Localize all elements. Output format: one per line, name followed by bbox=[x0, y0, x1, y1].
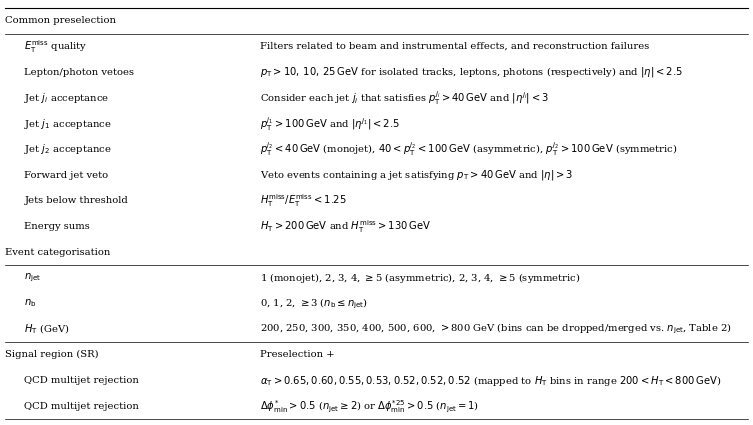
Text: $H_{\mathrm{T}}$ (GeV): $H_{\mathrm{T}}$ (GeV) bbox=[24, 323, 70, 336]
Text: Jet $j_2$ acceptance: Jet $j_2$ acceptance bbox=[24, 142, 112, 156]
Text: QCD multijet rejection: QCD multijet rejection bbox=[24, 402, 139, 411]
Text: $p_{\mathrm{T}} > 10,\, 10,\, 25\,\mathrm{GeV}$ for isolated tracks, leptons, ph: $p_{\mathrm{T}} > 10,\, 10,\, 25\,\mathr… bbox=[260, 65, 683, 79]
Text: 0, 1, 2, $\geq$3 ($n_{\mathrm{b}} \leq n_{\mathrm{jet}}$): 0, 1, 2, $\geq$3 ($n_{\mathrm{b}} \leq n… bbox=[260, 296, 367, 311]
Text: Energy sums: Energy sums bbox=[24, 222, 90, 231]
Text: $H_{\mathrm{T}}^{\mathrm{miss}}/E_{\mathrm{T}}^{\mathrm{miss}} < 1.25$: $H_{\mathrm{T}}^{\mathrm{miss}}/E_{\math… bbox=[260, 192, 346, 209]
Text: Filters related to beam and instrumental effects, and reconstruction failures: Filters related to beam and instrumental… bbox=[260, 42, 649, 51]
Text: $H_{\mathrm{T}} > 200\,\mathrm{GeV}$ and $H_{\mathrm{T}}^{\mathrm{miss}} > 130\,: $H_{\mathrm{T}} > 200\,\mathrm{GeV}$ and… bbox=[260, 218, 431, 235]
Text: Forward jet veto: Forward jet veto bbox=[24, 170, 108, 179]
Text: $\Delta\phi^{*}_{\mathrm{min}} > 0.5$ ($n_{\mathrm{jet}} \geq 2$) or $\Delta\phi: $\Delta\phi^{*}_{\mathrm{min}} > 0.5$ ($… bbox=[260, 398, 479, 414]
Text: Common preselection: Common preselection bbox=[5, 16, 116, 26]
Text: $E_{\mathrm{T}}^{\mathrm{miss}}$ quality: $E_{\mathrm{T}}^{\mathrm{miss}}$ quality bbox=[24, 38, 88, 55]
Text: $n_{\mathrm{b}}$: $n_{\mathrm{b}}$ bbox=[24, 298, 37, 309]
Text: Signal region (SR): Signal region (SR) bbox=[5, 350, 99, 360]
Text: Jet $j_1$ acceptance: Jet $j_1$ acceptance bbox=[24, 116, 112, 130]
Text: 200, 250, 300, 350, 400, 500, 600, $>$800 GeV (bins can be dropped/merged vs. $n: 200, 250, 300, 350, 400, 500, 600, $>$80… bbox=[260, 322, 731, 336]
Text: 1 (monojet), 2, 3, 4, $\geq$5 (asymmetric), 2, 3, 4, $\geq$5 (symmetric): 1 (monojet), 2, 3, 4, $\geq$5 (asymmetri… bbox=[260, 271, 580, 285]
Text: Jet $j_i$ acceptance: Jet $j_i$ acceptance bbox=[24, 91, 110, 105]
Text: QCD multijet rejection: QCD multijet rejection bbox=[24, 376, 139, 385]
Text: Jets below threshold: Jets below threshold bbox=[24, 196, 128, 205]
Text: $p_{\mathrm{T}}^{j_2} < 40\,\mathrm{GeV}$ (monojet), $40 < p_{\mathrm{T}}^{j_2} : $p_{\mathrm{T}}^{j_2} < 40\,\mathrm{GeV}… bbox=[260, 140, 677, 158]
Text: $p_{\mathrm{T}}^{j_1} > 100\,\mathrm{GeV}$ and $|\eta^{j_1}| < 2.5$: $p_{\mathrm{T}}^{j_1} > 100\,\mathrm{GeV… bbox=[260, 115, 400, 133]
Text: Lepton/photon vetoes: Lepton/photon vetoes bbox=[24, 68, 135, 77]
Text: Consider each jet $j_i$ that satisfies $p_{\mathrm{T}}^{j_i} > 40\,\mathrm{GeV}$: Consider each jet $j_i$ that satisfies $… bbox=[260, 89, 549, 107]
Text: Preselection +: Preselection + bbox=[260, 350, 334, 360]
Text: $n_{\mathrm{jet}}$: $n_{\mathrm{jet}}$ bbox=[24, 272, 41, 284]
Text: $\alpha_{\mathrm{T}} > 0.65, 0.60, 0.55, 0.53, 0.52, 0.52, 0.52$ (mapped to $H_{: $\alpha_{\mathrm{T}} > 0.65, 0.60, 0.55,… bbox=[260, 374, 721, 388]
Text: Event categorisation: Event categorisation bbox=[5, 248, 111, 257]
Text: Veto events containing a jet satisfying $p_{\mathrm{T}} > 40\,\mathrm{GeV}$ and : Veto events containing a jet satisfying … bbox=[260, 168, 573, 182]
